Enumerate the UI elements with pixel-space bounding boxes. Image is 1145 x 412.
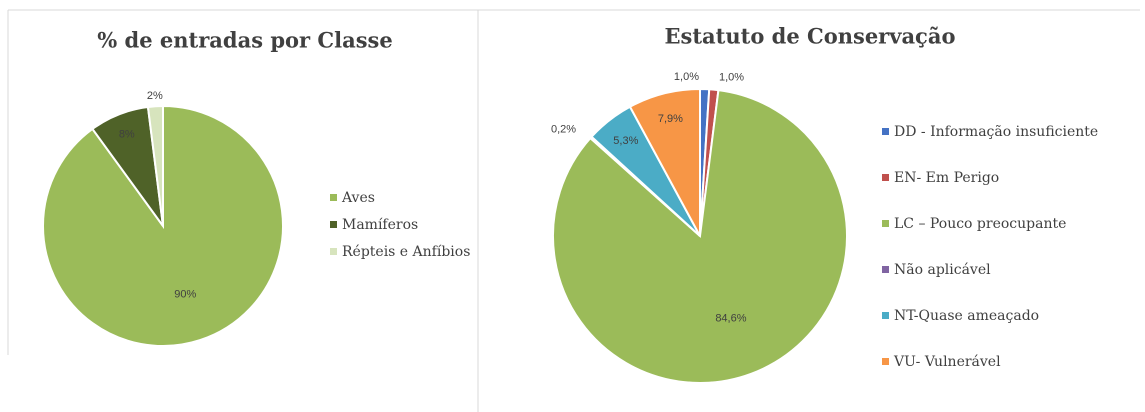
data-label: 2% bbox=[147, 90, 163, 102]
pie-slice bbox=[628, 87, 701, 237]
data-label: 1,0% bbox=[674, 71, 699, 83]
legend-label: VU- Vulnerável bbox=[893, 354, 1001, 370]
legend-label: NT-Quase ameaçado bbox=[894, 308, 1039, 324]
pie-slice bbox=[146, 104, 164, 227]
data-label: 90% bbox=[174, 288, 196, 300]
data-label: 0,2% bbox=[551, 123, 576, 135]
data-label: 8% bbox=[119, 128, 135, 140]
chart-title: % de entradas por Classe bbox=[97, 28, 392, 53]
legend-swatch bbox=[330, 248, 337, 255]
data-label: 7,9% bbox=[658, 113, 683, 125]
legend-swatch bbox=[882, 312, 889, 319]
legend-label: EN- Em Perigo bbox=[894, 170, 999, 186]
chart-title: Estatuto de Conservação bbox=[665, 24, 956, 49]
legend-label: Mamíferos bbox=[342, 217, 418, 233]
legend-swatch bbox=[330, 221, 337, 228]
legend-label: Répteis e Anfíbios bbox=[342, 244, 470, 260]
legend-swatch bbox=[882, 220, 889, 227]
data-label: 84,6% bbox=[715, 313, 746, 325]
legend-swatch bbox=[882, 358, 889, 365]
data-label: 5,3% bbox=[613, 135, 638, 147]
legend-label: LC – Pouco preocupante bbox=[894, 216, 1066, 232]
legend-label: Não aplicável bbox=[894, 262, 991, 278]
data-label: 1,0% bbox=[719, 72, 744, 84]
legend-swatch bbox=[882, 266, 889, 273]
legend-swatch bbox=[882, 128, 889, 135]
legend-label: DD - Informação insuficiente bbox=[894, 124, 1098, 140]
legend-label: Aves bbox=[341, 190, 375, 206]
legend-swatch bbox=[882, 174, 889, 181]
legend-swatch bbox=[330, 194, 337, 201]
pie-slice bbox=[552, 89, 848, 384]
